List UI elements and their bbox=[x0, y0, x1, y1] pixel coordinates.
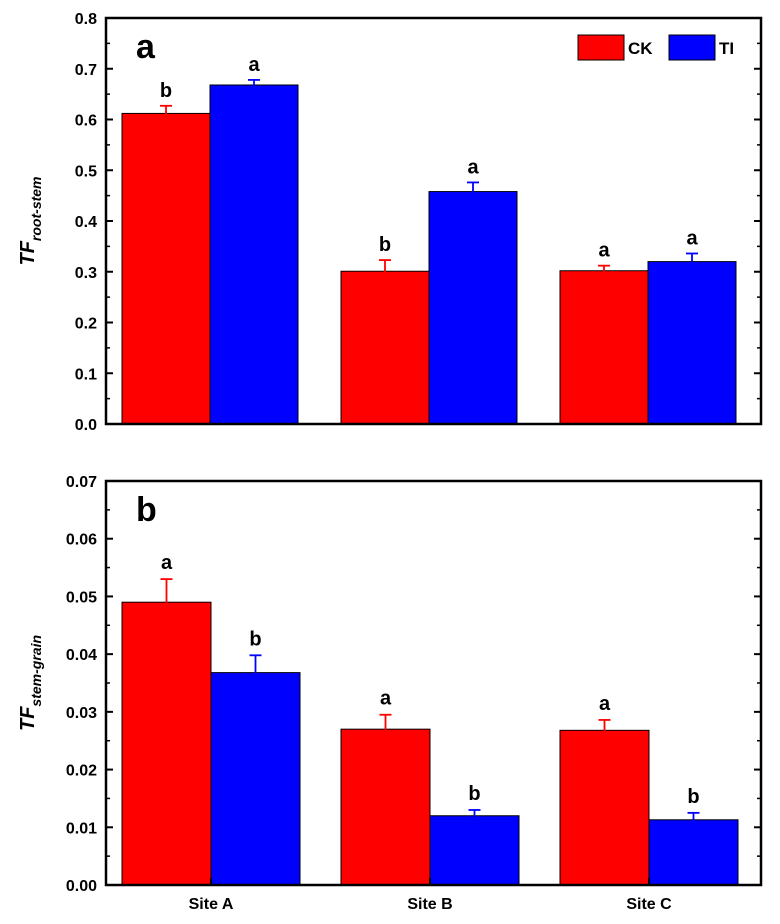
panel-a-y-axis-label: TFroot-stem bbox=[17, 177, 44, 266]
y-tick-label: 0.1 bbox=[75, 366, 97, 383]
panel-b-plot-frame bbox=[104, 479, 763, 887]
panel-a-bars bbox=[121, 84, 737, 425]
y-tick-label: 0.8 bbox=[75, 11, 97, 28]
x-tick-label: Site B bbox=[407, 896, 452, 913]
bar-ck-site-a bbox=[121, 112, 211, 425]
significance-letter: a bbox=[686, 227, 698, 249]
panel-a-error-bars bbox=[160, 79, 698, 284]
y-tick-label: 0.06 bbox=[66, 532, 97, 549]
y-tick-label: 0.07 bbox=[66, 474, 97, 491]
y-tick-label: 0.01 bbox=[66, 820, 97, 837]
legend-label-ti: TI bbox=[719, 39, 734, 58]
panel-b-y-label-sub: stem-grain bbox=[28, 635, 44, 707]
significance-letter: a bbox=[380, 688, 392, 710]
significance-letter: a bbox=[248, 54, 260, 76]
panel-a-plot-frame bbox=[104, 16, 763, 426]
panel-b-label: b bbox=[136, 491, 157, 529]
panel-a-y-label-sub: root-stem bbox=[28, 177, 44, 242]
x-tick-label: Site C bbox=[626, 896, 672, 913]
panel-b-error-bars bbox=[160, 578, 700, 828]
bar-ck-site-c bbox=[559, 270, 649, 425]
bar-ti-site-b bbox=[429, 815, 520, 886]
significance-letter: a bbox=[599, 693, 611, 715]
bar-ti-site-c bbox=[648, 819, 739, 886]
significance-letter: b bbox=[687, 786, 699, 808]
legend-swatch-ck bbox=[577, 34, 625, 61]
significance-letter: a bbox=[161, 552, 173, 574]
panel-a-label: a bbox=[136, 28, 156, 66]
y-tick-label: 0.00 bbox=[66, 878, 97, 895]
bar-ck-site-b bbox=[340, 270, 430, 425]
significance-letter: b bbox=[468, 783, 480, 805]
y-tick-label: 0.2 bbox=[75, 316, 97, 333]
bar-ck-site-a bbox=[121, 601, 212, 886]
y-tick-label: 0.05 bbox=[66, 589, 97, 606]
y-tick-label: 0.7 bbox=[75, 62, 97, 79]
legend-label-ck: CK bbox=[628, 39, 653, 58]
panel-b-y-label-main: TF bbox=[17, 706, 39, 731]
bar-ck-site-c bbox=[559, 729, 650, 886]
y-tick-label: 0.03 bbox=[66, 705, 97, 722]
significance-letter: b bbox=[249, 628, 261, 650]
y-tick-label: 0.04 bbox=[66, 647, 97, 664]
y-tick-label: 0.6 bbox=[75, 113, 97, 130]
legend: CK TI bbox=[577, 34, 734, 61]
panel-a-significance-letters: b a b a a a bbox=[160, 54, 699, 262]
panel-b-y-axis-label: TFstem-grain bbox=[17, 635, 44, 731]
bar-ti-site-c bbox=[647, 261, 737, 425]
panel-b: 0.000.010.020.030.040.050.060.07 ababab … bbox=[17, 474, 763, 913]
panel-b-significance-letters: a b a b a b bbox=[161, 552, 700, 808]
y-tick-label: 0.3 bbox=[75, 265, 97, 282]
y-tick-label: 0.4 bbox=[75, 214, 97, 231]
bar-ti-site-a bbox=[210, 672, 301, 886]
legend-swatch-ti bbox=[668, 34, 716, 61]
y-tick-label: 0.0 bbox=[75, 417, 97, 434]
y-tick-label: 0.5 bbox=[75, 163, 97, 180]
x-tick-label: Site A bbox=[189, 896, 234, 913]
significance-letter: b bbox=[160, 80, 172, 102]
panel-b-bars bbox=[121, 601, 739, 886]
significance-letter: b bbox=[379, 234, 391, 256]
significance-letter: a bbox=[467, 156, 479, 178]
y-tick-label: 0.02 bbox=[66, 763, 97, 780]
panel-b-x-ticks: Site A Site B Site C bbox=[189, 878, 672, 913]
panel-a-y-label-main: TF bbox=[17, 240, 39, 265]
bar-ck-site-b bbox=[340, 728, 431, 886]
bar-ti-site-a bbox=[209, 84, 299, 425]
bar-ti-site-b bbox=[428, 191, 518, 425]
significance-letter: a bbox=[598, 240, 610, 262]
